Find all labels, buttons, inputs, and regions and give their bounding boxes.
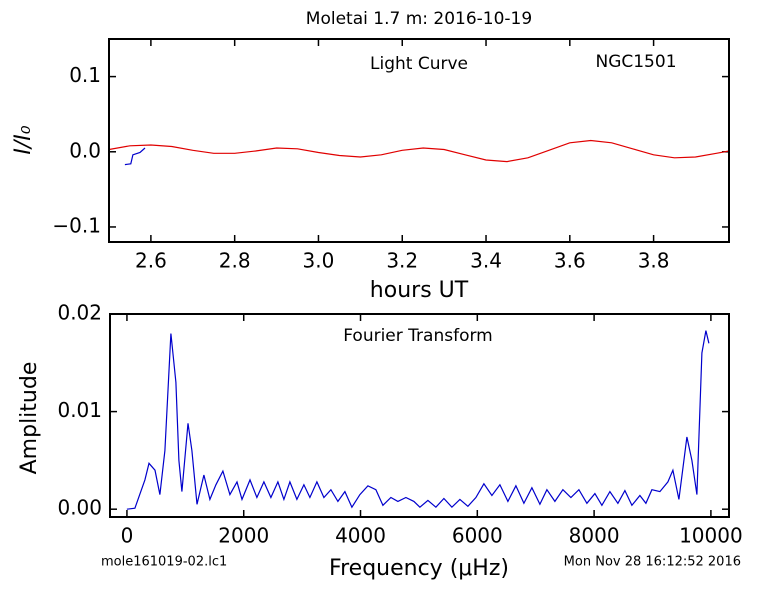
y-axis-label: I/I₀ — [11, 125, 36, 154]
plot-frame — [108, 38, 730, 243]
data-line — [126, 330, 710, 510]
chart-title: Moletai 1.7 m: 2016-10-19 — [306, 9, 532, 29]
plot-frame — [109, 313, 730, 518]
annotation: Fourier Transform — [343, 326, 492, 346]
x-tick-label: 10000 — [679, 524, 743, 548]
x-tick-label: 4000 — [335, 524, 386, 548]
file-name: mole161019-02.lc1 — [101, 555, 227, 570]
x-axis-label: Frequency (μHz) — [329, 556, 509, 581]
data-line — [124, 147, 146, 166]
y-tick-label: −0.1 — [52, 213, 101, 237]
y-tick-label: 0.00 — [57, 496, 102, 520]
annotation: NGC1501 — [595, 52, 676, 72]
data-line — [109, 139, 729, 163]
x-tick-label: 3.8 — [638, 249, 670, 273]
y-tick-label: 0.01 — [57, 398, 102, 422]
x-tick-label: 8000 — [569, 524, 620, 548]
x-tick-label: 3.2 — [386, 249, 418, 273]
timestamp: Mon Nov 28 16:12:52 2016 — [564, 555, 741, 570]
x-tick-label: 2000 — [218, 524, 269, 548]
x-axis-label: hours UT — [370, 278, 469, 303]
x-tick-label: 3.6 — [554, 249, 586, 273]
x-tick-label: 2.8 — [219, 249, 251, 273]
y-tick-label: 0.0 — [69, 138, 101, 162]
y-tick-label: 0.02 — [57, 301, 102, 325]
x-tick-label: 2.6 — [135, 249, 167, 273]
x-tick-label: 3.0 — [303, 249, 335, 273]
y-tick-label: 0.1 — [69, 63, 101, 87]
x-tick-label: 6000 — [452, 524, 503, 548]
y-axis-label: Amplitude — [17, 362, 42, 475]
x-tick-label: 0 — [121, 524, 134, 548]
annotation: Light Curve — [370, 54, 468, 74]
x-tick-label: 3.4 — [470, 249, 502, 273]
